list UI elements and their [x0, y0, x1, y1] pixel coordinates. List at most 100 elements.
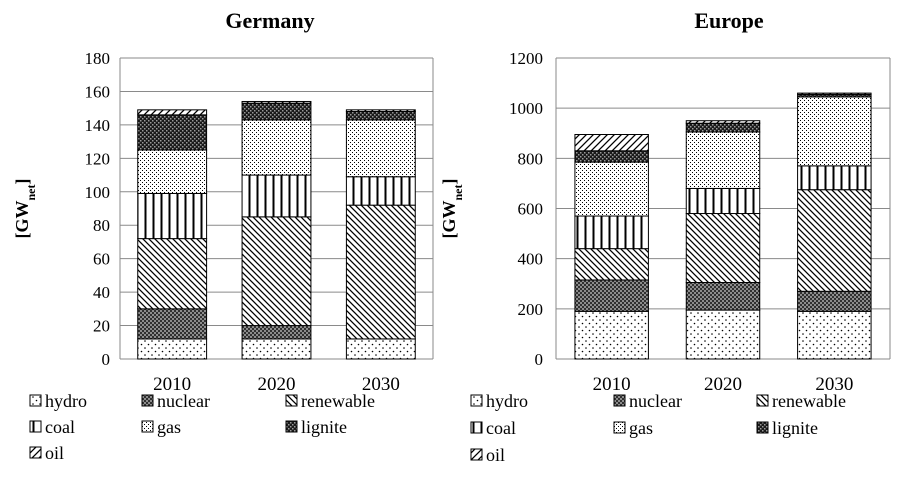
legend-swatch-hydro — [470, 394, 483, 407]
legend-swatch-coal — [470, 421, 483, 434]
legend-label-lignite: lignite — [301, 417, 347, 437]
y-tick-label: 80 — [93, 216, 110, 235]
germany-chart: Germany 0 20 40 60 80 100 120 140 160 180 [GWnet] 20… — [12, 8, 434, 463]
bar-segment-renewable-2030 — [345, 204, 416, 340]
bar-segment-hydro-2020 — [241, 338, 312, 360]
y-tick-label: 120 — [85, 149, 111, 168]
y-tick-label: 600 — [518, 200, 544, 219]
bar-segment-nuclear-2030 — [797, 290, 872, 312]
bar-segment-renewable-2030 — [797, 189, 872, 292]
legend: hydro nuclear renewable coal gas lignite oil — [470, 391, 846, 465]
y-tick-label: 200 — [518, 300, 544, 319]
legend: hydro nuclear renewable coal gas lignite oil — [29, 391, 375, 463]
y-tick-label: 0 — [535, 350, 544, 369]
y-tick-label: 1000 — [509, 99, 543, 118]
legend-swatch-oil — [470, 448, 483, 461]
legend-swatch-renewable — [285, 394, 298, 407]
bar-segment-lignite-2010 — [574, 150, 649, 163]
bar-segment-lignite-2020 — [685, 122, 761, 133]
bar-segment-gas-2020 — [685, 131, 761, 189]
legend-swatch-coal — [29, 420, 42, 433]
bar-segment-hydro-2030 — [797, 310, 872, 360]
y-tick-label: 100 — [85, 183, 111, 202]
bar-segment-renewable-2020 — [685, 213, 761, 283]
legend-label-nuclear: nuclear — [629, 391, 682, 411]
bar-segment-lignite-2010 — [137, 114, 208, 151]
bar-segment-gas-2010 — [137, 149, 208, 194]
x-tick-label: 2030 — [362, 374, 400, 395]
bar-segment-coal-2030 — [345, 176, 416, 206]
y-tick-label: 400 — [518, 250, 544, 269]
x-tick-label: 2030 — [815, 374, 853, 395]
legend-swatch-renewable — [756, 394, 769, 407]
bar-segment-renewable-2020 — [241, 216, 312, 327]
y-tick-label: 800 — [518, 149, 544, 168]
bar-segment-gas-2030 — [345, 119, 416, 178]
europe-chart: Europe 0 200 400 600 800 1000 1200 [GWnet] 2010 20… — [439, 8, 891, 465]
bar-segment-coal-2020 — [241, 174, 312, 218]
y-tick-label: 160 — [85, 82, 111, 101]
chart-title: Europe — [694, 8, 764, 33]
y-tick-label: 1200 — [509, 49, 543, 68]
bar-segment-coal-2010 — [574, 215, 649, 250]
legend-label-coal: coal — [45, 417, 75, 437]
legend-swatch-gas — [141, 420, 154, 433]
bar-segment-hydro-2030 — [345, 338, 416, 360]
legend-label-hydro: hydro — [45, 391, 87, 411]
legend-label-gas: gas — [629, 418, 653, 438]
bar-segment-oil-2020 — [241, 100, 312, 104]
bar-segment-gas-2020 — [241, 119, 312, 176]
x-tick-label: 2010 — [153, 374, 191, 395]
legend-label-oil: oil — [45, 443, 64, 463]
y-tick-label: 0 — [102, 350, 111, 369]
x-tick-label: 2020 — [704, 374, 742, 395]
legend-swatch-nuclear — [613, 394, 626, 407]
legend-swatch-nuclear — [141, 394, 154, 407]
legend-label-renewable: renewable — [772, 391, 846, 411]
bar-segment-gas-2030 — [797, 96, 872, 167]
legend-swatch-hydro — [29, 394, 42, 407]
legend-label-coal: coal — [486, 418, 516, 438]
bar-segment-nuclear-2010 — [137, 308, 208, 340]
bar-segment-nuclear-2020 — [241, 325, 312, 340]
legend-swatch-oil — [29, 446, 42, 459]
bar-segment-hydro-2010 — [574, 310, 649, 360]
bar-segment-lignite-2030 — [345, 111, 416, 121]
bar-segment-hydro-2020 — [685, 309, 761, 360]
y-tick-label: 60 — [93, 250, 110, 269]
chart-title: Germany — [225, 8, 314, 33]
y-axis-label: [GWnet] — [12, 179, 38, 239]
legend-label-oil: oil — [486, 445, 505, 465]
bar-segment-coal-2030 — [797, 165, 872, 191]
x-tick-label: 2010 — [593, 374, 631, 395]
y-tick-label: 140 — [85, 116, 111, 135]
y-tick-label: 180 — [85, 49, 111, 68]
legend-label-gas: gas — [157, 417, 181, 437]
bar-segment-renewable-2010 — [574, 248, 649, 281]
bar-segment-nuclear-2010 — [574, 279, 649, 312]
x-tick-label: 2020 — [258, 374, 296, 395]
bar-segment-lignite-2020 — [241, 102, 312, 121]
bar-segment-oil-2020 — [685, 120, 761, 124]
legend-swatch-lignite — [756, 421, 769, 434]
legend-swatch-gas — [613, 421, 626, 434]
bar-segment-oil-2010 — [574, 134, 649, 152]
bar-segment-oil-2030 — [345, 109, 416, 113]
bar-segment-oil-2010 — [137, 109, 208, 116]
legend-label-renewable: renewable — [301, 391, 375, 411]
bar-segment-oil-2030 — [797, 92, 872, 95]
bar-segment-coal-2020 — [685, 187, 761, 215]
legend-swatch-lignite — [285, 420, 298, 433]
bar-segment-renewable-2010 — [137, 238, 208, 310]
bar-segment-hydro-2010 — [137, 338, 208, 360]
bar-segment-gas-2010 — [574, 161, 649, 217]
y-axis-label: [GWnet] — [439, 179, 465, 239]
legend-label-nuclear: nuclear — [157, 391, 210, 411]
legend-label-hydro: hydro — [486, 391, 528, 411]
bar-segment-nuclear-2020 — [685, 281, 761, 311]
y-tick-label: 20 — [93, 317, 110, 336]
legend-label-lignite: lignite — [772, 418, 818, 438]
bar-segment-coal-2010 — [137, 192, 208, 240]
y-tick-label: 40 — [93, 283, 110, 302]
